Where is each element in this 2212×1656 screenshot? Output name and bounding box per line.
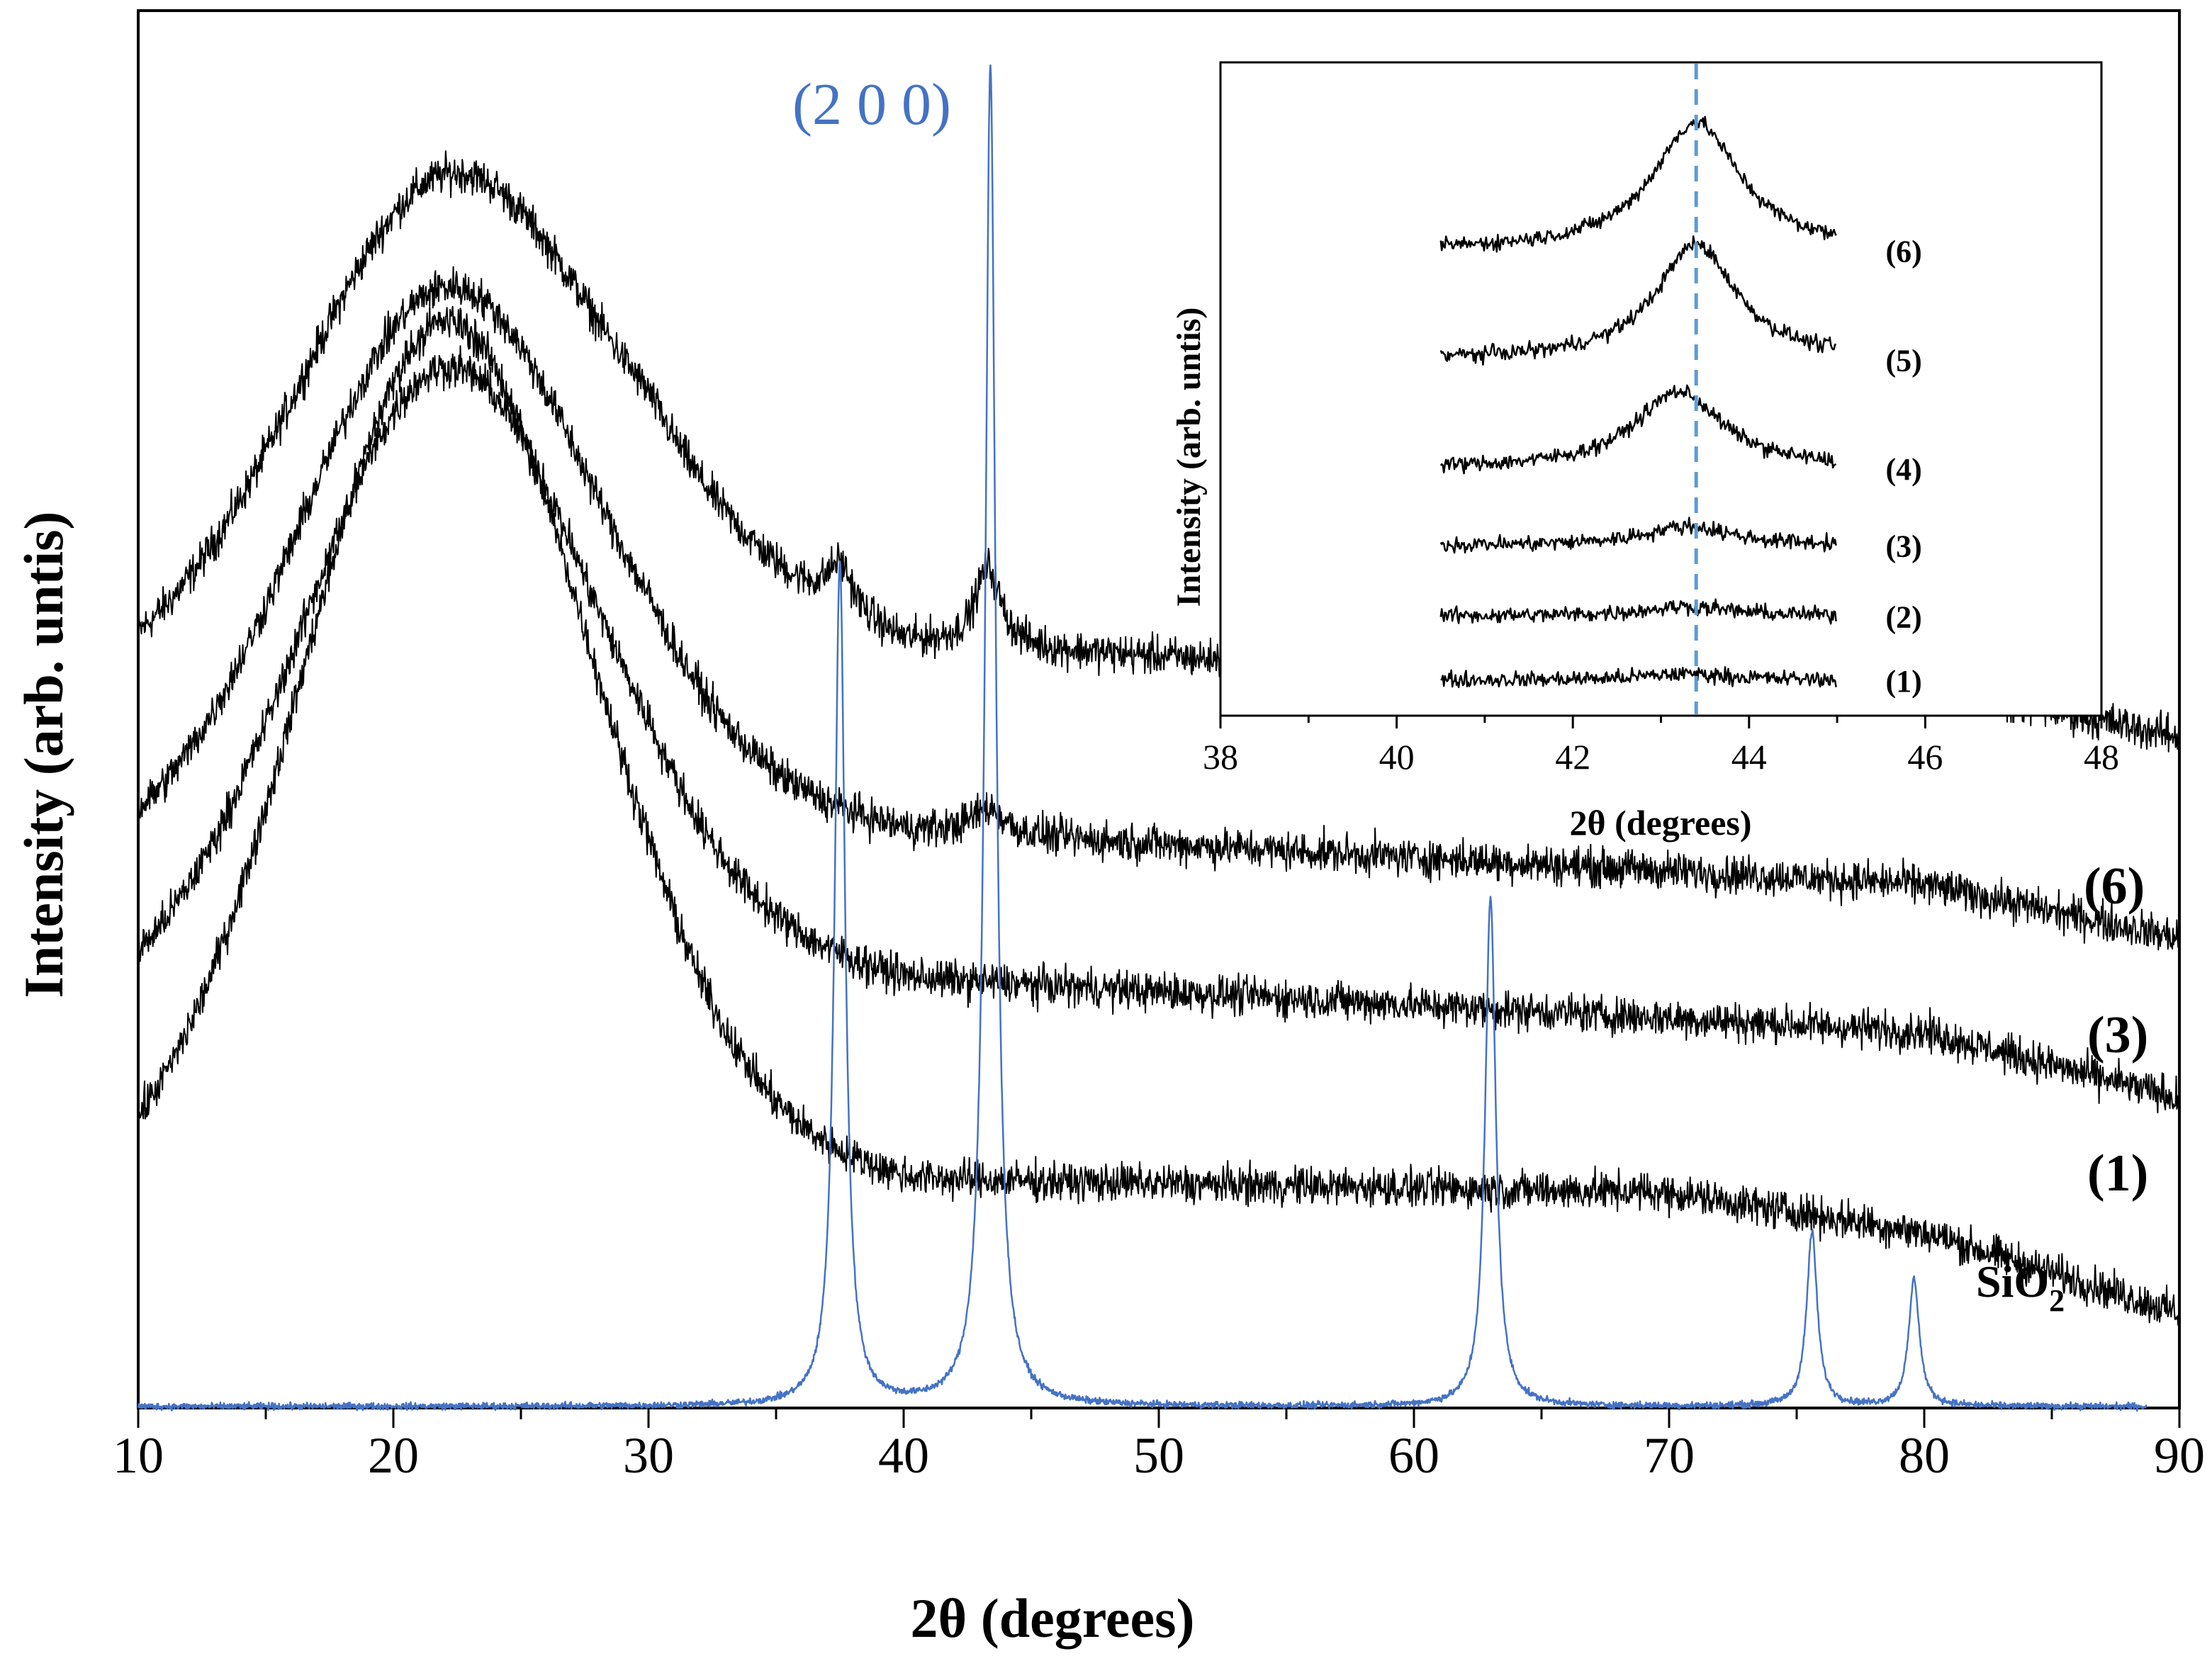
- main-x-tick-label: 70: [1644, 1427, 1695, 1484]
- inset-series-line: [1439, 116, 1837, 253]
- inset-series-line: [1439, 517, 1837, 554]
- inset-series-line: [1439, 598, 1837, 625]
- main-x-tick-label: 30: [623, 1427, 674, 1484]
- inset-x-axis-ticks: 38 40 42 44 46 48: [1203, 716, 2119, 777]
- series-label-6: (6): [2084, 857, 2145, 916]
- annotation-200-label: (2 0 0): [792, 72, 951, 137]
- inset-series-label: (5): [1885, 343, 1921, 378]
- series-label-sio2-subscript: 2: [2049, 1283, 2065, 1318]
- inset-series-line: [1439, 235, 1836, 366]
- main-plot: 10 20 30 40 50 60 70 80 90 2θ (degrees) Intensit…: [13, 9, 2205, 1649]
- main-x-tick-label: 90: [2154, 1427, 2205, 1484]
- main-x-tick-label: 50: [1133, 1427, 1184, 1484]
- inset-series-label: (3): [1885, 529, 1921, 564]
- series-label-1: (1): [2087, 1144, 2148, 1202]
- inset-x-axis-label: 2θ (degrees): [1569, 803, 1751, 843]
- inset-x-tick-label: 40: [1379, 737, 1415, 777]
- main-series-line: [137, 266, 2180, 951]
- main-series-line: [137, 64, 2148, 1412]
- main-x-tick-label: 20: [368, 1427, 419, 1484]
- main-x-axis-label: 2θ (degrees): [911, 1587, 1195, 1649]
- main-series-line: [137, 345, 2180, 1114]
- inset-x-tick-label: 38: [1203, 737, 1238, 777]
- inset-series-group: [1439, 116, 1837, 689]
- inset-series-label: (6): [1885, 234, 1921, 269]
- inset-x-tick-label: 44: [1731, 737, 1767, 777]
- inset-series-label: (4): [1885, 452, 1921, 487]
- inset-background: [1220, 62, 2101, 716]
- inset-series-label: (2): [1885, 599, 1921, 634]
- inset-y-axis-label: Intensity (arb. untis): [1170, 308, 1208, 607]
- main-x-tick-label: 80: [1899, 1427, 1950, 1484]
- main-series-labels: (2 0 0) (6) (3) (1) SiO2: [792, 72, 2148, 1318]
- inset-series-line: [1440, 666, 1837, 689]
- inset-series-label: (1): [1885, 664, 1921, 699]
- inset-series-line: [1439, 384, 1837, 475]
- main-x-tick-label: 10: [113, 1427, 164, 1484]
- main-x-tick-label: 40: [878, 1427, 929, 1484]
- inset-x-tick-label: 48: [2084, 737, 2119, 777]
- main-y-axis-label: Intensity (arb. untis): [13, 512, 74, 998]
- inset-plot: 38 40 42 44 46 48 (1) (2) (3) (4) (5) (6) 2θ (degr…: [1170, 61, 2119, 843]
- inset-x-tick-label: 42: [1555, 737, 1590, 777]
- series-label-sio2: SiO2: [1976, 1256, 2065, 1318]
- series-label-3: (3): [2087, 1006, 2148, 1064]
- main-series-line: [137, 305, 2180, 1326]
- main-x-tick-label: 60: [1388, 1427, 1439, 1484]
- inset-series-labels: (1) (2) (3) (4) (5) (6): [1885, 234, 1921, 698]
- inset-x-tick-label: 46: [1907, 737, 1943, 777]
- series-label-sio2-base: SiO: [1976, 1256, 2049, 1307]
- main-x-axis-ticks: 10 20 30 40 50 60 70 80 90: [113, 1408, 2205, 1484]
